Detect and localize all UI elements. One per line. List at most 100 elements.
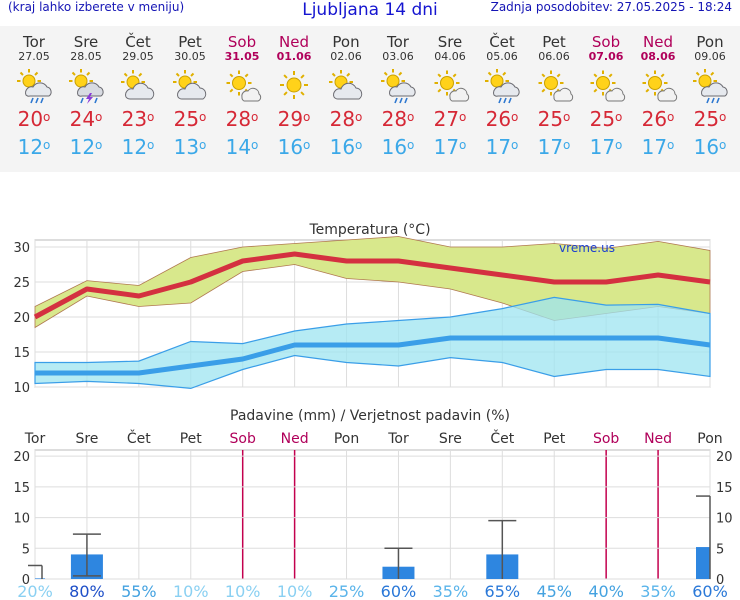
forecast-day: Sre 28.05 24o 12o [60,26,112,159]
partly-cloudy-icon [329,70,363,100]
precipitation-probability-label: 25% [329,582,365,600]
max-temperature: 20o [17,107,51,131]
x-tick-label: Pet [180,431,203,447]
y-tick-label: 20 [13,450,30,465]
max-temperature: 25o [589,107,623,131]
forecast-day: Pon 02.06 28o 16o [320,26,372,159]
day-date: 29.05 [122,50,154,63]
y-tick-label: 25 [13,276,30,291]
precipitation-probability-label: 10% [173,582,209,600]
min-temperature: 12o [121,135,155,159]
x-tick-label: Čet [490,429,514,447]
min-temperature: 17o [485,135,519,159]
forecast-day: Ned 08.06 26o 17o [632,26,684,159]
day-date: 06.06 [538,50,570,63]
max-temperature-line [33,251,711,320]
y-tick-label-right: 0 [716,573,724,588]
max-temperature: 24o [69,107,103,131]
precipitation-probability-label: 65% [485,582,521,600]
precipitation-plot-area [34,449,711,580]
y-tick-label-right: 5 [716,542,724,557]
precipitation-probability-label: 35% [640,582,676,600]
precipitation-bar [696,547,710,579]
max-temperature: 25o [693,107,727,131]
day-date: 30.05 [174,50,206,63]
max-temperature: 28o [225,107,259,131]
day-date: 02.06 [330,50,362,63]
y-tick-label: 15 [13,481,30,496]
precipitation-bar [35,578,45,579]
precipitation-probability-label: 60% [381,582,417,600]
min-temperature: 12o [17,135,51,159]
thunderstorm-sun-icon [69,69,104,104]
max-temperature: 25o [173,107,207,131]
x-tick-label: Ned [644,431,672,447]
x-tick-label: Tor [24,431,46,447]
x-tick-label: Sob [593,431,619,447]
cloud-rain-sun-icon [17,69,52,104]
day-date: 03.06 [382,50,414,63]
day-name: Tor [387,33,409,51]
day-date: 01.06 [276,50,312,63]
forecast-day: Sob 07.06 25o 17o [580,26,632,159]
max-temperature: 28o [381,107,415,131]
x-tick-label: Sre [75,431,98,447]
forecast-day: Sob 31.05 28o 14o [216,26,268,159]
header-bar: (kraj lahko izberete v meniju) Ljubljana… [0,0,740,22]
y-tick-label-right: 15 [716,481,733,496]
day-name: Sre [73,33,99,51]
x-tick-label: Ned [281,431,309,447]
forecast-day: Ned 01.06 29o 16o [268,26,320,159]
sun-small-cloud-icon [226,70,262,102]
min-temperature: 16o [277,135,311,159]
x-tick-label: Sob [230,431,256,447]
max-temperature: 23o [121,107,155,131]
min-temperature: 17o [589,135,623,159]
min-temperature-line [35,335,711,376]
precipitation-probability-label: 10% [225,582,261,600]
sun-icon [280,71,308,99]
min-temperature: 17o [433,135,467,159]
forecast-charts: 10 15 20 25 30 Temperatura (°C) vreme.us Padavi… [13,222,733,600]
precipitation-probability-label: 55% [121,582,157,600]
cloud-rain-sun-icon [693,69,728,104]
precipitation-probability-label: 20% [17,582,53,600]
y-tick-label: 10 [13,512,30,527]
day-date: 09.06 [694,50,726,63]
forecast-day: Pon 09.06 25o 16o [684,26,736,159]
day-name: Ned [279,33,309,51]
x-tick-label: Tor [387,431,409,447]
forecast-day: Tor 03.06 28o 16o [372,26,424,159]
day-name: Pet [542,33,566,51]
sun-small-cloud-icon [642,70,678,102]
page-title: Ljubljana 14 dni [302,0,438,20]
day-date: 28.05 [70,50,102,63]
partly-cloudy-icon [121,70,155,100]
day-date: 31.05 [224,50,260,63]
min-temperature: 17o [537,135,571,159]
location-menu-hint[interactable]: (kraj lahko izberete v meniju) [8,0,185,14]
max-temperature: 26o [485,107,519,131]
x-tick-label: Sre [439,431,462,447]
sun-small-cloud-icon [590,70,626,102]
max-temperature: 26o [641,107,675,131]
day-name: Ned [643,33,673,51]
y-tick-label: 10 [13,381,30,396]
day-name: Sob [591,33,621,51]
min-temperature: 16o [329,135,363,159]
precipitation-probability-label: 10% [277,582,313,600]
min-temperature: 16o [381,135,415,159]
max-temperature: 25o [537,107,571,131]
temperature-chart-title: Temperatura (°C) [308,222,430,238]
day-date: 08.06 [640,50,676,63]
x-tick-label: Čet [127,429,151,447]
partly-cloudy-icon [173,70,207,100]
forecast-day: Tor 27.05 20o 12o [8,26,60,159]
day-name: Sre [437,33,463,51]
min-temperature: 16o [693,135,727,159]
forecast-day: Čet 29.05 23o 12o [112,26,164,159]
forecast-day: Čet 05.06 26o 17o [476,26,528,159]
x-tick-label: Pet [543,431,566,447]
day-date: 07.06 [588,50,624,63]
min-temperature: 13o [173,135,207,159]
